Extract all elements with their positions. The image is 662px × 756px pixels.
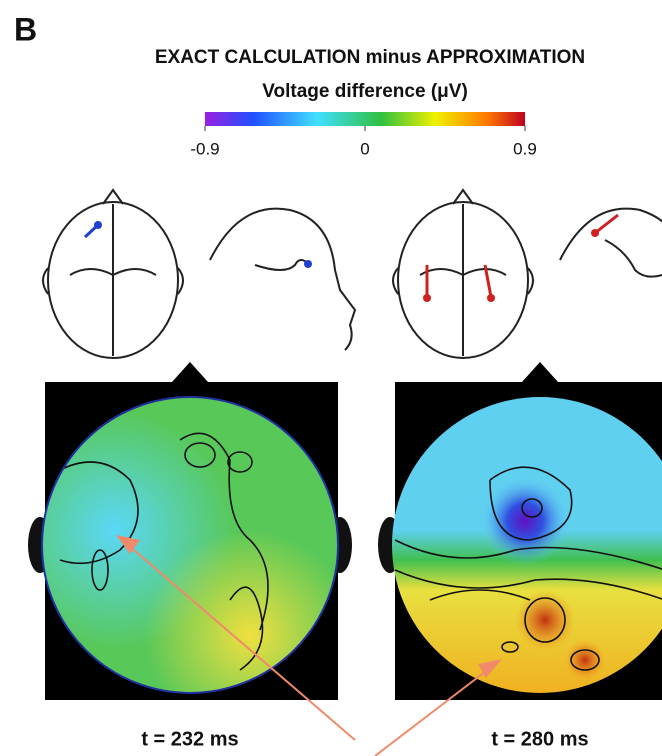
colorbar-tick-label: 0.9 [513, 139, 537, 158]
figure: B EXACT CALCULATION minus APPROXIMATION … [0, 0, 662, 756]
topographic-map [28, 362, 352, 700]
colorbar-tick-label: -0.9 [190, 139, 219, 158]
colorbar-tick-label: 0 [360, 139, 369, 158]
head-diagrams [43, 190, 662, 358]
panel-label: B [14, 11, 37, 47]
figure-title: EXACT CALCULATION minus APPROXIMATION [155, 47, 585, 68]
colorbar [205, 112, 525, 126]
time-label: t = 232 ms [141, 728, 238, 750]
topographic-map [378, 362, 662, 700]
time-label: t = 280 ms [491, 728, 588, 750]
colorbar-title: Voltage difference (μV) [262, 81, 468, 102]
